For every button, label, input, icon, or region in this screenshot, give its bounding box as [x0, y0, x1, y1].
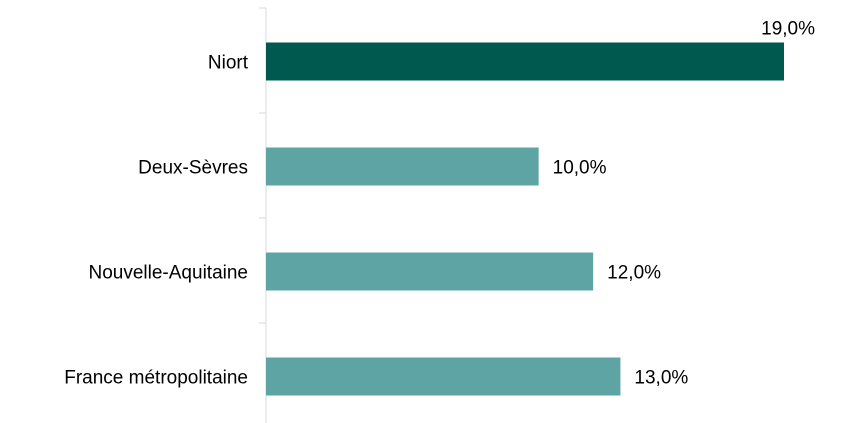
category-axis-ticks [259, 7, 266, 324]
value-label: 10,0% [553, 158, 607, 179]
category-label: France métropolitaine [64, 368, 248, 389]
category-label: Deux-Sèvres [138, 158, 248, 179]
value-label: 12,0% [607, 263, 661, 284]
bar [266, 42, 784, 81]
value-label: 13,0% [634, 368, 688, 389]
bar [266, 357, 621, 396]
category-label: Nouvelle-Aquitaine [89, 263, 249, 284]
value-labels-group: 19,0% 10,0% 12,0% 13,0% [553, 19, 815, 389]
bars-group [266, 42, 784, 396]
category-labels-group: Niort Deux-Sèvres Nouvelle-Aquitaine France… [64, 53, 248, 389]
bar [266, 252, 594, 291]
category-label: Niort [208, 53, 249, 74]
value-label: 19,0% [761, 19, 815, 40]
bar [266, 147, 539, 186]
